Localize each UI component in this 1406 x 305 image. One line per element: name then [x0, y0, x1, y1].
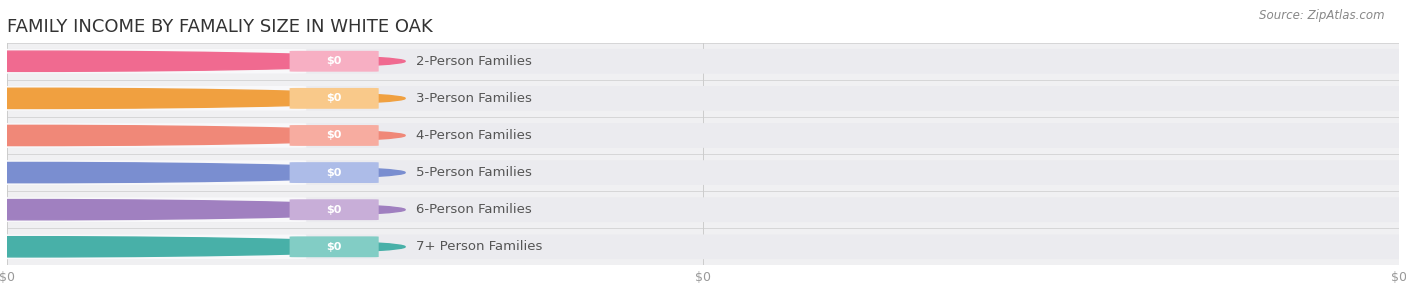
Text: $0: $0 — [326, 131, 342, 141]
FancyBboxPatch shape — [0, 160, 1406, 185]
Circle shape — [0, 125, 405, 145]
FancyBboxPatch shape — [0, 49, 307, 74]
Circle shape — [0, 88, 405, 109]
FancyBboxPatch shape — [7, 191, 1399, 228]
Text: $0: $0 — [326, 167, 342, 178]
Text: $0: $0 — [326, 93, 342, 103]
FancyBboxPatch shape — [290, 162, 378, 183]
Circle shape — [0, 237, 405, 257]
FancyBboxPatch shape — [290, 51, 378, 72]
FancyBboxPatch shape — [0, 235, 307, 259]
FancyBboxPatch shape — [7, 154, 1399, 191]
Text: Source: ZipAtlas.com: Source: ZipAtlas.com — [1260, 9, 1385, 22]
Circle shape — [0, 199, 405, 220]
Text: $0: $0 — [326, 205, 342, 215]
FancyBboxPatch shape — [7, 43, 1399, 80]
Circle shape — [0, 51, 405, 71]
FancyBboxPatch shape — [0, 235, 1406, 259]
Text: 7+ Person Families: 7+ Person Families — [416, 240, 543, 253]
FancyBboxPatch shape — [7, 117, 1399, 154]
FancyBboxPatch shape — [0, 86, 307, 111]
Text: 3-Person Families: 3-Person Families — [416, 92, 531, 105]
FancyBboxPatch shape — [290, 125, 378, 146]
FancyBboxPatch shape — [0, 49, 1406, 74]
FancyBboxPatch shape — [290, 88, 378, 109]
FancyBboxPatch shape — [0, 86, 1406, 111]
FancyBboxPatch shape — [7, 228, 1399, 265]
Text: $0: $0 — [326, 242, 342, 252]
FancyBboxPatch shape — [0, 123, 307, 148]
FancyBboxPatch shape — [0, 197, 307, 222]
Text: $0: $0 — [326, 56, 342, 66]
Text: FAMILY INCOME BY FAMALIY SIZE IN WHITE OAK: FAMILY INCOME BY FAMALIY SIZE IN WHITE O… — [7, 18, 433, 36]
Text: 4-Person Families: 4-Person Families — [416, 129, 531, 142]
FancyBboxPatch shape — [0, 160, 307, 185]
FancyBboxPatch shape — [290, 236, 378, 257]
Text: 6-Person Families: 6-Person Families — [416, 203, 531, 216]
Text: 5-Person Families: 5-Person Families — [416, 166, 531, 179]
FancyBboxPatch shape — [0, 123, 1406, 148]
FancyBboxPatch shape — [0, 197, 1406, 222]
Circle shape — [0, 163, 405, 183]
FancyBboxPatch shape — [290, 199, 378, 220]
Text: 2-Person Families: 2-Person Families — [416, 55, 531, 68]
FancyBboxPatch shape — [7, 80, 1399, 117]
